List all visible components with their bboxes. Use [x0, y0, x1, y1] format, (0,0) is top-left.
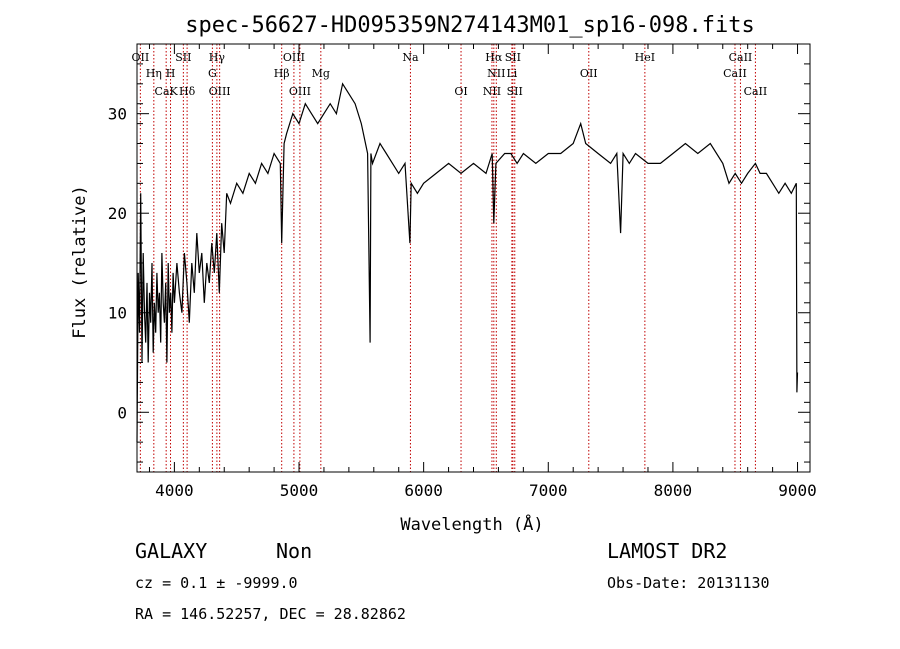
marker-label: H [166, 67, 176, 80]
y-tick-label: 0 [117, 403, 127, 422]
spectrum-line [136, 82, 799, 443]
marker-label: CaII [723, 67, 747, 80]
x-tick-label: 5000 [280, 481, 319, 500]
y-axis-label: Flux (relative) [70, 185, 90, 339]
survey-name: LAMOST DR2 [607, 539, 727, 563]
marker-label: OIII [289, 85, 311, 98]
y-tick-label: 30 [108, 105, 127, 124]
y-tick-label: 10 [108, 304, 127, 323]
plot-frame [136, 43, 811, 473]
x-tick-label: 7000 [529, 481, 568, 500]
object-class: GALAXY [135, 539, 207, 563]
marker-label: SII [505, 51, 521, 64]
marker-label: NII [487, 67, 505, 80]
x-tick-label: 4000 [155, 481, 194, 500]
marker-label: Na [402, 51, 419, 64]
marker-label: OIII [209, 85, 231, 98]
marker-label: CaK [155, 85, 179, 98]
marker-label: G [208, 67, 217, 80]
object-subclass: Non [276, 539, 312, 563]
marker-label: OIII [283, 51, 305, 64]
marker-label: Hδ [179, 85, 196, 98]
axis-ticks: 4000 5000 6000 7000 8000 9000 0 10 20 30 [108, 44, 817, 500]
x-tick-label: 9000 [778, 481, 817, 500]
redshift-text: cz = 0.1 ± -9999.0 [135, 574, 298, 592]
marker-label: SII [175, 51, 191, 64]
marker-label: CaII [729, 51, 753, 64]
spectral-line-labels: OIIHηCaKHSIIHδHγGOIIIHβOIIIOIIIMgNaOIHαN… [132, 51, 768, 98]
marker-label: Li [506, 67, 517, 80]
marker-label: SII [507, 85, 523, 98]
spectral-line-markers [139, 44, 756, 472]
obs-date: Obs-Date: 20131130 [607, 574, 770, 592]
y-tick-label: 20 [108, 204, 127, 223]
marker-label: Hη [146, 67, 162, 80]
x-tick-label: 8000 [654, 481, 693, 500]
marker-label: CaII [744, 85, 768, 98]
marker-label: Hβ [274, 67, 290, 80]
marker-label: HeI [635, 51, 655, 64]
marker-label: Mg [312, 67, 330, 80]
coordinates: RA = 146.52257, DEC = 28.82862 [135, 605, 406, 623]
chart-title: spec-56627-HD095359N274143M01_sp16-098.f… [185, 13, 755, 38]
marker-label: Hα [485, 51, 503, 64]
marker-label: OII [580, 67, 598, 80]
x-axis-label: Wavelength (Å) [400, 513, 543, 535]
marker-label: Hγ [209, 51, 226, 64]
marker-label: NII [483, 85, 501, 98]
marker-label: OII [132, 51, 150, 64]
marker-label: OI [454, 85, 467, 98]
x-tick-label: 6000 [404, 481, 443, 500]
